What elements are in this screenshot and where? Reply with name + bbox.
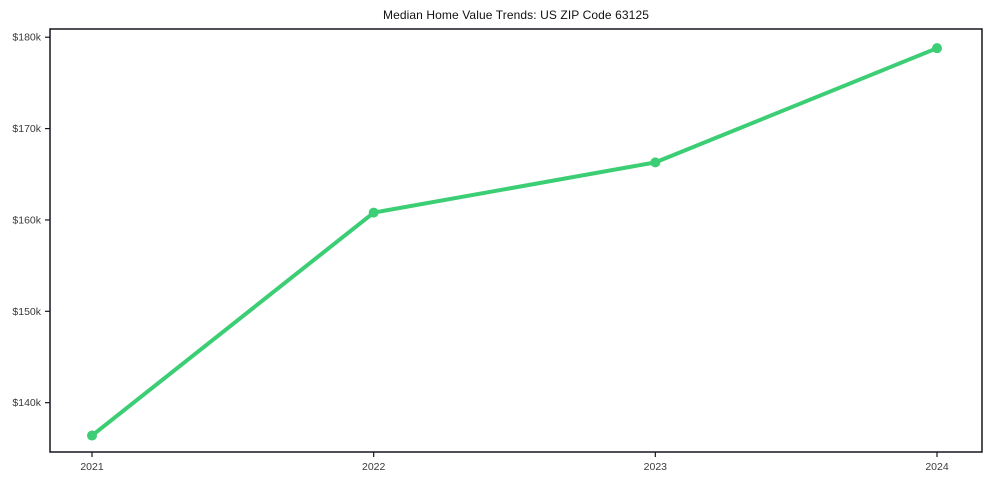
y-tick-label: $170k xyxy=(12,123,41,135)
plot-border xyxy=(49,28,983,453)
data-point-2024 xyxy=(932,43,942,54)
chart-title: Median Home Value Trends: US ZIP Code 63… xyxy=(382,8,649,22)
y-tick-label: $150k xyxy=(12,306,41,318)
y-tick-label: $140k xyxy=(12,397,41,409)
y-tick-label: $180k xyxy=(12,32,41,44)
x-tick-label: 2021 xyxy=(80,461,104,473)
x-tick-label: 2023 xyxy=(644,461,668,473)
y-tick-label: $160k xyxy=(12,214,41,226)
x-tick-label: 2024 xyxy=(925,461,949,473)
data-point-2022 xyxy=(368,207,379,218)
data-point-2023 xyxy=(650,157,661,168)
data-point-2021 xyxy=(87,430,97,441)
x-tick-label: 2022 xyxy=(362,461,386,473)
trend-line xyxy=(90,46,939,438)
